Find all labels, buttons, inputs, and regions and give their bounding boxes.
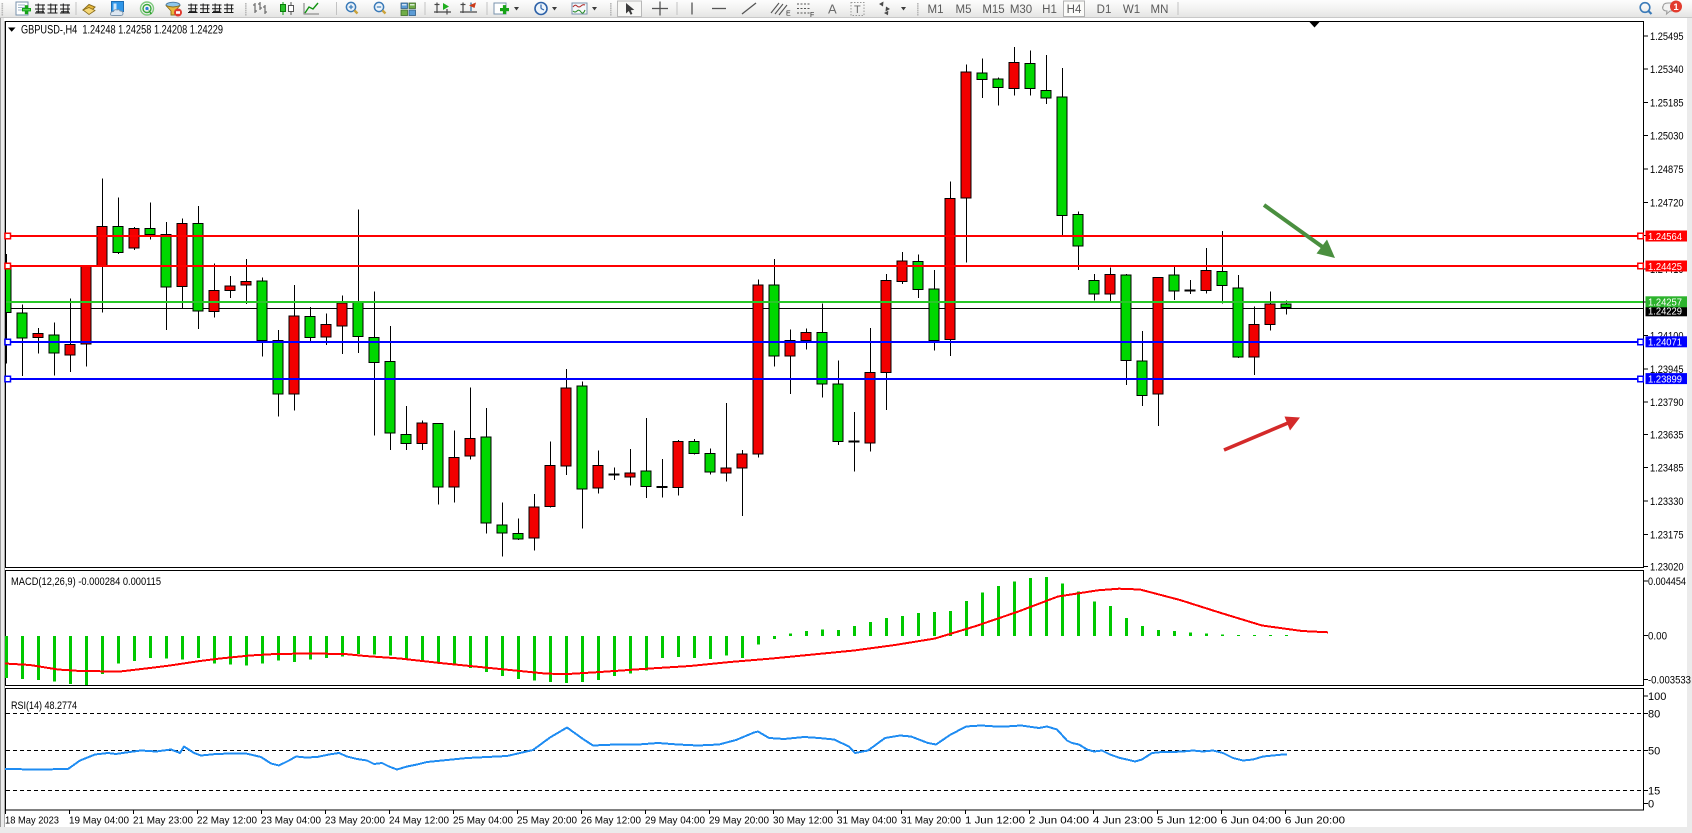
svg-text:80: 80 bbox=[1648, 709, 1660, 721]
svg-text:1.25185: 1.25185 bbox=[1650, 97, 1684, 109]
svg-text:0: 0 bbox=[1648, 798, 1654, 810]
svg-text:D1: D1 bbox=[1097, 4, 1112, 16]
svg-text:1.23485: 1.23485 bbox=[1650, 463, 1684, 475]
svg-text:E: E bbox=[786, 11, 791, 18]
svg-text:1 Jun 12:00: 1 Jun 12:00 bbox=[965, 815, 1025, 827]
svg-text:15: 15 bbox=[1648, 786, 1660, 798]
svg-text:30 May 12:00: 30 May 12:00 bbox=[773, 815, 833, 827]
svg-text:1.24875: 1.24875 bbox=[1650, 164, 1684, 176]
svg-text:23 May 20:00: 23 May 20:00 bbox=[325, 815, 385, 827]
svg-text:M15: M15 bbox=[982, 4, 1004, 16]
svg-text:1: 1 bbox=[1673, 2, 1679, 13]
svg-text:24 May 12:00: 24 May 12:00 bbox=[389, 815, 449, 827]
svg-text:-0.003533: -0.003533 bbox=[1648, 675, 1691, 687]
svg-text:GBPUSD-,H4 1.24248 1.24258 1.: GBPUSD-,H4 1.24248 1.24258 1.24208 1.242… bbox=[21, 25, 223, 37]
svg-text:4 Jun 23:00: 4 Jun 23:00 bbox=[1093, 815, 1153, 827]
svg-text:1.25495: 1.25495 bbox=[1650, 31, 1684, 43]
svg-text:31 May 04:00: 31 May 04:00 bbox=[837, 815, 897, 827]
svg-text:M5: M5 bbox=[956, 4, 972, 16]
svg-text:1.24257: 1.24257 bbox=[1648, 298, 1682, 309]
svg-text:50: 50 bbox=[1648, 745, 1660, 757]
svg-text:1.23945: 1.23945 bbox=[1650, 364, 1684, 376]
svg-text:1.24720: 1.24720 bbox=[1650, 197, 1684, 209]
svg-text:5 Jun 12:00: 5 Jun 12:00 bbox=[1157, 815, 1217, 827]
svg-text:22 May 12:00: 22 May 12:00 bbox=[197, 815, 257, 827]
svg-text:M1: M1 bbox=[928, 4, 944, 16]
svg-text:1.23020: 1.23020 bbox=[1650, 561, 1684, 573]
svg-text:1.23899: 1.23899 bbox=[1648, 374, 1682, 385]
svg-text:F: F bbox=[810, 12, 814, 19]
svg-text:18 May 2023: 18 May 2023 bbox=[5, 815, 59, 827]
svg-text:6 Jun 20:00: 6 Jun 20:00 bbox=[1285, 815, 1345, 827]
svg-text:H4: H4 bbox=[1067, 4, 1082, 16]
svg-text:0.00: 0.00 bbox=[1648, 631, 1667, 643]
svg-text:1.25030: 1.25030 bbox=[1650, 131, 1684, 143]
svg-text:1.24071: 1.24071 bbox=[1648, 338, 1682, 349]
svg-text:6 Jun 04:00: 6 Jun 04:00 bbox=[1221, 815, 1281, 827]
svg-text:23 May 04:00: 23 May 04:00 bbox=[261, 815, 321, 827]
svg-text:T: T bbox=[854, 4, 861, 16]
svg-text:1.23330: 1.23330 bbox=[1650, 496, 1684, 508]
svg-text:1.23635: 1.23635 bbox=[1650, 429, 1684, 441]
svg-text:19 May 04:00: 19 May 04:00 bbox=[69, 815, 129, 827]
svg-text:25 May 20:00: 25 May 20:00 bbox=[517, 815, 577, 827]
svg-text:1.23790: 1.23790 bbox=[1650, 397, 1684, 409]
svg-text:MACD(12,26,9) -0.000284 0.0001: MACD(12,26,9) -0.000284 0.000115 bbox=[11, 576, 161, 588]
svg-text:29 May 20:00: 29 May 20:00 bbox=[709, 815, 769, 827]
svg-text:1.24229: 1.24229 bbox=[1648, 307, 1682, 318]
svg-text:25 May 04:00: 25 May 04:00 bbox=[453, 815, 513, 827]
svg-text:1.24425: 1.24425 bbox=[1648, 262, 1682, 273]
svg-text:1.25340: 1.25340 bbox=[1650, 64, 1684, 76]
svg-text:100: 100 bbox=[1648, 691, 1666, 703]
svg-text:W1: W1 bbox=[1123, 4, 1140, 16]
svg-text:21 May 23:00: 21 May 23:00 bbox=[133, 815, 193, 827]
svg-text:31 May 20:00: 31 May 20:00 bbox=[901, 815, 961, 827]
svg-text:RSI(14) 48.2774: RSI(14) 48.2774 bbox=[11, 700, 77, 712]
svg-text:0.004454: 0.004454 bbox=[1648, 576, 1686, 588]
svg-text:MN: MN bbox=[1151, 4, 1169, 16]
svg-text:29 May 04:00: 29 May 04:00 bbox=[645, 815, 705, 827]
svg-text:26 May 12:00: 26 May 12:00 bbox=[581, 815, 641, 827]
svg-text:1.23175: 1.23175 bbox=[1650, 529, 1684, 541]
svg-text:2 Jun 04:00: 2 Jun 04:00 bbox=[1029, 815, 1089, 827]
svg-text:H1: H1 bbox=[1042, 4, 1057, 16]
svg-text:A: A bbox=[828, 2, 837, 17]
svg-text:1.24564: 1.24564 bbox=[1648, 232, 1682, 243]
svg-text:M30: M30 bbox=[1010, 4, 1032, 16]
